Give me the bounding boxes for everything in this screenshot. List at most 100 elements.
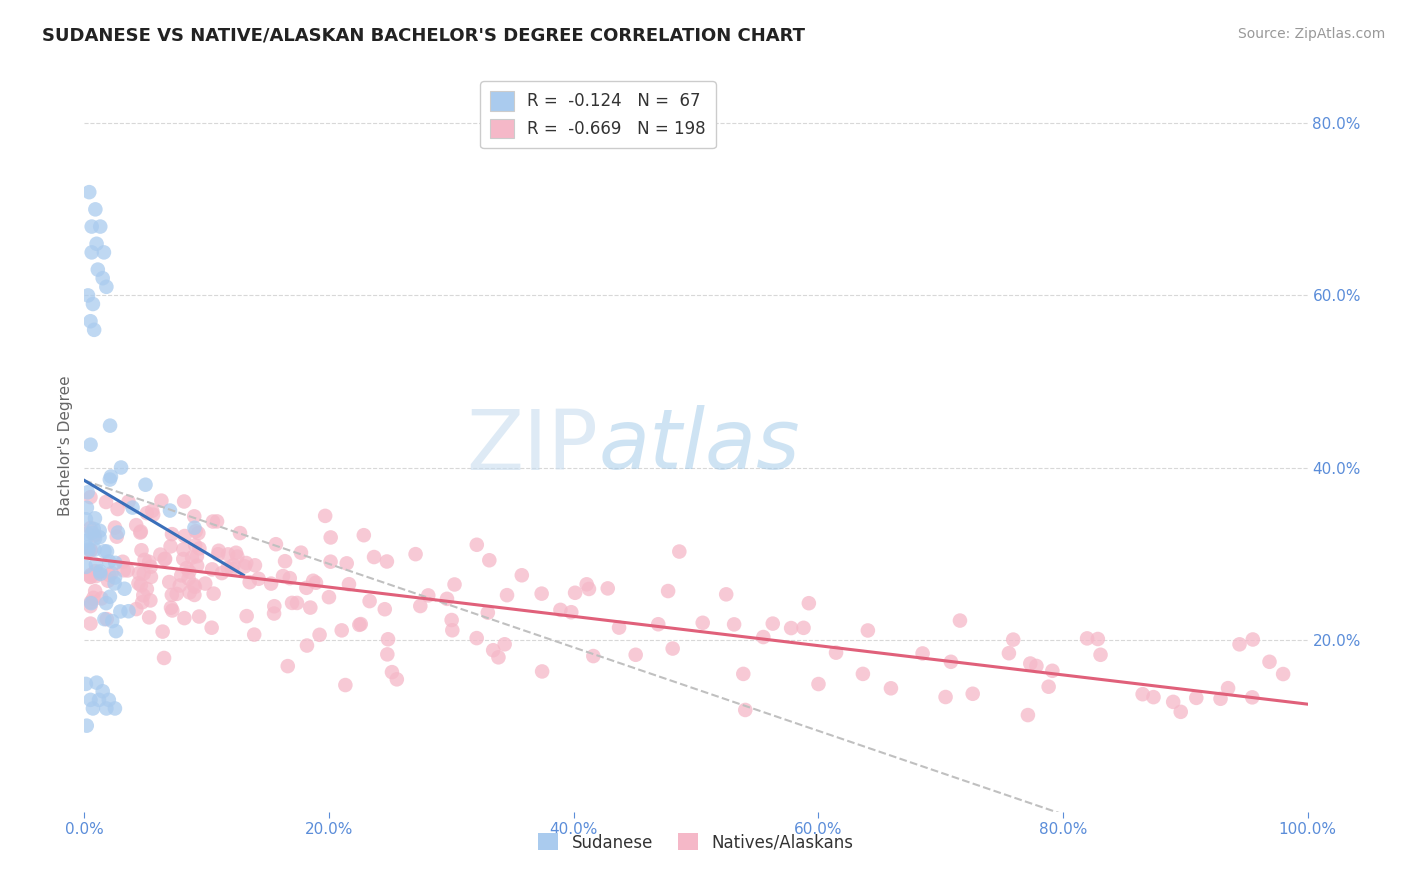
Point <box>84 558 107 572</box>
Point <box>80 245 103 260</box>
Point <box>211 566 233 580</box>
Point <box>76 485 98 500</box>
Point <box>647 617 669 632</box>
Point <box>128 566 150 581</box>
Point <box>496 588 519 602</box>
Point <box>762 616 785 631</box>
Point <box>1216 681 1239 695</box>
Point <box>173 494 195 508</box>
Point <box>465 631 488 645</box>
Point <box>166 587 188 601</box>
Point <box>84 202 107 217</box>
Point <box>91 684 114 698</box>
Point <box>335 678 357 692</box>
Point <box>121 500 143 515</box>
Point <box>162 603 184 617</box>
Point <box>797 596 820 610</box>
Point <box>97 693 120 707</box>
Text: ZIP: ZIP <box>467 406 598 486</box>
Point <box>152 624 174 639</box>
Point <box>418 589 440 603</box>
Point <box>363 549 385 564</box>
Point <box>1090 648 1112 662</box>
Point <box>299 600 322 615</box>
Point <box>76 541 98 555</box>
Point <box>142 508 165 522</box>
Point <box>160 588 183 602</box>
Point <box>657 584 679 599</box>
Point <box>752 630 775 644</box>
Point <box>157 575 180 590</box>
Point <box>107 525 129 540</box>
Point <box>285 596 308 610</box>
Point <box>319 531 342 545</box>
Point <box>596 582 619 596</box>
Point <box>217 547 239 561</box>
Point <box>129 578 152 592</box>
Point <box>550 603 572 617</box>
Point <box>153 552 176 566</box>
Point <box>962 687 984 701</box>
Point <box>169 578 191 592</box>
Point <box>75 534 97 549</box>
Point <box>207 547 229 561</box>
Point <box>243 558 266 573</box>
Point <box>290 546 312 560</box>
Point <box>127 576 149 591</box>
Point <box>217 561 239 575</box>
Point <box>80 596 103 610</box>
Point <box>1019 657 1042 671</box>
Point <box>194 576 217 591</box>
Point <box>478 553 501 567</box>
Point <box>98 590 121 604</box>
Point <box>1170 705 1192 719</box>
Point <box>183 588 205 602</box>
Point <box>1076 632 1098 646</box>
Text: Source: ZipAtlas.com: Source: ZipAtlas.com <box>1237 27 1385 41</box>
Point <box>880 681 903 696</box>
Point <box>274 554 297 568</box>
Point <box>239 575 262 590</box>
Point <box>96 701 118 715</box>
Point <box>83 528 105 542</box>
Point <box>91 271 114 285</box>
Point <box>129 525 152 540</box>
Point <box>271 569 294 583</box>
Point <box>117 564 139 578</box>
Point <box>263 599 285 614</box>
Point <box>80 219 103 234</box>
Point <box>90 591 112 606</box>
Point <box>94 495 117 509</box>
Point <box>243 627 266 641</box>
Point <box>79 570 101 584</box>
Point <box>98 418 121 433</box>
Point <box>104 556 127 570</box>
Point <box>225 546 247 560</box>
Point <box>76 526 98 541</box>
Point <box>87 693 110 707</box>
Point <box>80 543 103 558</box>
Point <box>221 562 243 576</box>
Point <box>82 297 104 311</box>
Point <box>488 650 510 665</box>
Point <box>100 566 122 580</box>
Point <box>98 473 121 487</box>
Point <box>277 659 299 673</box>
Point <box>578 582 600 596</box>
Point <box>172 552 194 566</box>
Point <box>79 570 101 584</box>
Point <box>110 460 132 475</box>
Point <box>222 558 245 573</box>
Point <box>117 494 139 508</box>
Point <box>188 541 211 556</box>
Point <box>235 556 257 570</box>
Point <box>186 558 208 573</box>
Point <box>856 624 879 638</box>
Point <box>247 572 270 586</box>
Point <box>76 719 98 733</box>
Point <box>465 538 488 552</box>
Point <box>1002 632 1025 647</box>
Point <box>77 288 100 302</box>
Point <box>278 571 301 585</box>
Point <box>173 611 195 625</box>
